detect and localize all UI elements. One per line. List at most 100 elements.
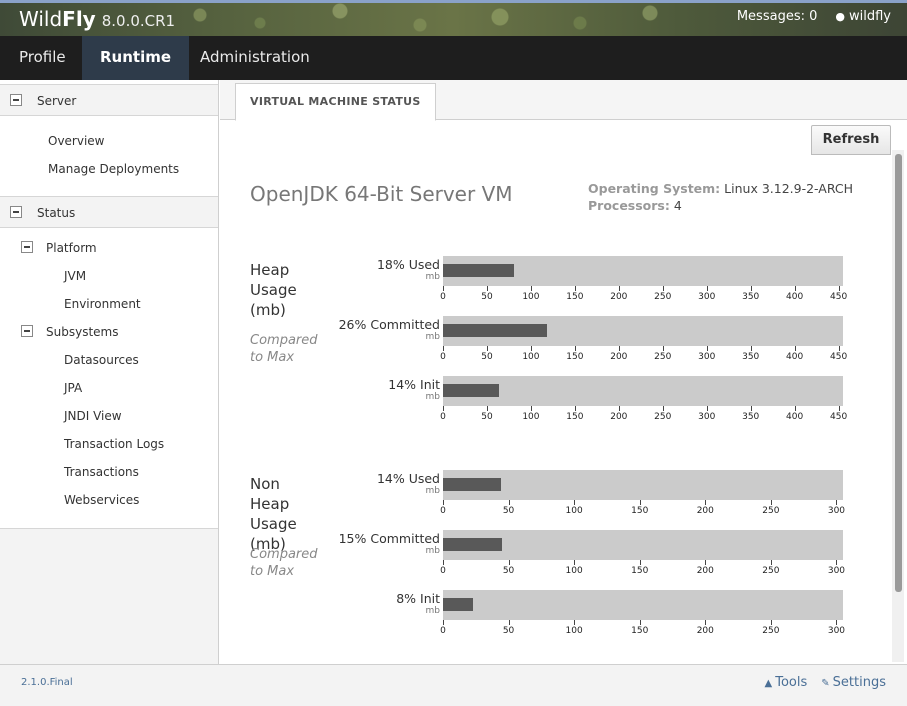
tick-mark <box>838 286 840 291</box>
metric-unit: mb <box>425 486 440 496</box>
tick-mark <box>508 500 510 505</box>
sidebar-item-jndi-view[interactable]: JNDI View <box>64 409 122 423</box>
metric-label: 8% Init <box>396 591 440 606</box>
main-navigation: Profile Runtime Administration <box>0 36 907 80</box>
sidebar-item-jvm[interactable]: JVM <box>64 269 87 283</box>
tree-node-subsystems[interactable]: Subsystems <box>46 325 119 339</box>
sidebar-item-transaction-logs[interactable]: Transaction Logs <box>64 437 165 451</box>
tick-label: 250 <box>654 292 672 302</box>
sidebar-item-environment[interactable]: Environment <box>64 297 141 311</box>
tick-label: 50 <box>502 626 515 636</box>
os-value: Linux 3.12.9-2-ARCH <box>724 181 854 196</box>
processors-label: Processors: <box>588 198 670 213</box>
refresh-button[interactable]: Refresh <box>811 125 891 155</box>
section-label-server: Server <box>37 94 77 108</box>
tick-mark <box>530 346 532 351</box>
metric-label: 26% Committed <box>338 317 440 332</box>
tick-mark <box>794 346 796 351</box>
sidebar-item-transactions[interactable]: Transactions <box>64 465 139 479</box>
tick-label: 200 <box>696 506 714 516</box>
bar-track <box>443 316 843 346</box>
bar-track <box>443 470 843 500</box>
tick-mark <box>639 500 641 505</box>
tick-label: 100 <box>522 412 540 422</box>
processors-value: 4 <box>673 198 682 213</box>
tools-link[interactable]: ▲ Tools <box>765 675 808 690</box>
sidebar-item-overview[interactable]: Overview <box>48 134 105 148</box>
tick-label: 0 <box>440 506 446 516</box>
tick-label: 100 <box>565 566 583 576</box>
chart-subtitle: Compared to Max <box>250 333 318 365</box>
tick-label: 0 <box>440 412 446 422</box>
console-version[interactable]: 2.1.0.Final <box>21 677 73 688</box>
tick-label: 300 <box>698 412 716 422</box>
user-menu[interactable]: ● wildfly <box>835 9 891 24</box>
content-tabbar: VIRTUAL MACHINE STATUS <box>220 80 907 121</box>
tick-mark <box>574 346 576 351</box>
sidebar-item-manage-deployments[interactable]: Manage Deployments <box>48 162 180 176</box>
tick-mark <box>770 500 772 505</box>
tick-label: 100 <box>522 352 540 362</box>
x-axis: 0 50 100 150 200 250 300 <box>440 560 845 576</box>
sidebar-item-jpa[interactable]: JPA <box>64 381 83 395</box>
metric-label: 14% Init <box>388 377 440 392</box>
tick-mark <box>706 346 708 351</box>
tick-label: 300 <box>827 506 846 516</box>
collapse-icon[interactable] <box>21 325 33 337</box>
tick-mark <box>443 560 444 565</box>
tick-label: 150 <box>631 506 649 516</box>
scrollbar-thumb[interactable] <box>895 154 902 592</box>
tick-label: 400 <box>786 352 804 362</box>
x-axis: 0 50 100 150 200 250 300 350 400 450 <box>440 406 847 422</box>
metric-unit: mb <box>425 546 440 556</box>
messages-link[interactable]: Messages: 0 <box>736 9 818 24</box>
sidebar-item-webservices[interactable]: Webservices <box>64 493 140 507</box>
x-axis: 0 50 100 150 200 250 300 350 400 450 <box>440 286 847 302</box>
tab-administration[interactable]: Administration <box>200 48 310 66</box>
tick-label: 150 <box>566 292 584 302</box>
tick-mark <box>706 406 708 411</box>
tick-label: 200 <box>696 626 714 636</box>
tick-mark <box>639 560 641 565</box>
sidebar: Server Overview Manage Deployments Statu… <box>0 80 219 664</box>
sidebar-section-status[interactable]: Status <box>0 196 218 228</box>
collapse-icon[interactable] <box>10 206 22 218</box>
tick-mark <box>794 406 796 411</box>
tick-mark <box>836 500 838 505</box>
tick-label: 100 <box>565 626 583 636</box>
tick-mark <box>770 560 772 565</box>
tick-mark <box>574 620 576 625</box>
tick-label: 150 <box>566 412 584 422</box>
tick-label: 350 <box>742 412 760 422</box>
tick-label: 350 <box>742 352 760 362</box>
metric-unit: mb <box>425 392 440 402</box>
tick-label: 200 <box>610 292 628 302</box>
tools-label: Tools <box>775 675 808 690</box>
sidebar-section-server[interactable]: Server <box>0 84 218 116</box>
bar-track <box>443 530 843 560</box>
tick-label: 400 <box>786 292 804 302</box>
tick-label: 450 <box>830 352 848 362</box>
tab-runtime[interactable]: Runtime <box>82 36 190 80</box>
collapse-icon[interactable] <box>10 94 22 106</box>
settings-link[interactable]: ✎ Settings <box>821 675 886 690</box>
tick-label: 250 <box>654 352 672 362</box>
tick-label: 150 <box>631 626 649 636</box>
bar-track <box>443 590 843 620</box>
tick-label: 450 <box>830 412 848 422</box>
bar <box>443 478 501 491</box>
tab-profile[interactable]: Profile <box>19 48 66 66</box>
collapse-icon[interactable] <box>21 241 33 253</box>
tab-virtual-machine-status[interactable]: VIRTUAL MACHINE STATUS <box>235 83 436 121</box>
tree-node-platform[interactable]: Platform <box>46 241 97 255</box>
caret-up-icon: ▲ <box>764 678 773 689</box>
x-axis: 0 50 100 150 200 250 300 <box>440 620 845 636</box>
tick-mark <box>508 560 510 565</box>
tick-mark <box>618 286 620 291</box>
bar-track <box>443 376 843 406</box>
tick-label: 100 <box>522 292 540 302</box>
sidebar-item-datasources[interactable]: Datasources <box>64 353 139 367</box>
os-label: Operating System: <box>588 181 721 196</box>
sidebar-empty-area <box>0 528 218 664</box>
x-axis: 0 50 100 150 200 250 300 <box>440 500 846 516</box>
